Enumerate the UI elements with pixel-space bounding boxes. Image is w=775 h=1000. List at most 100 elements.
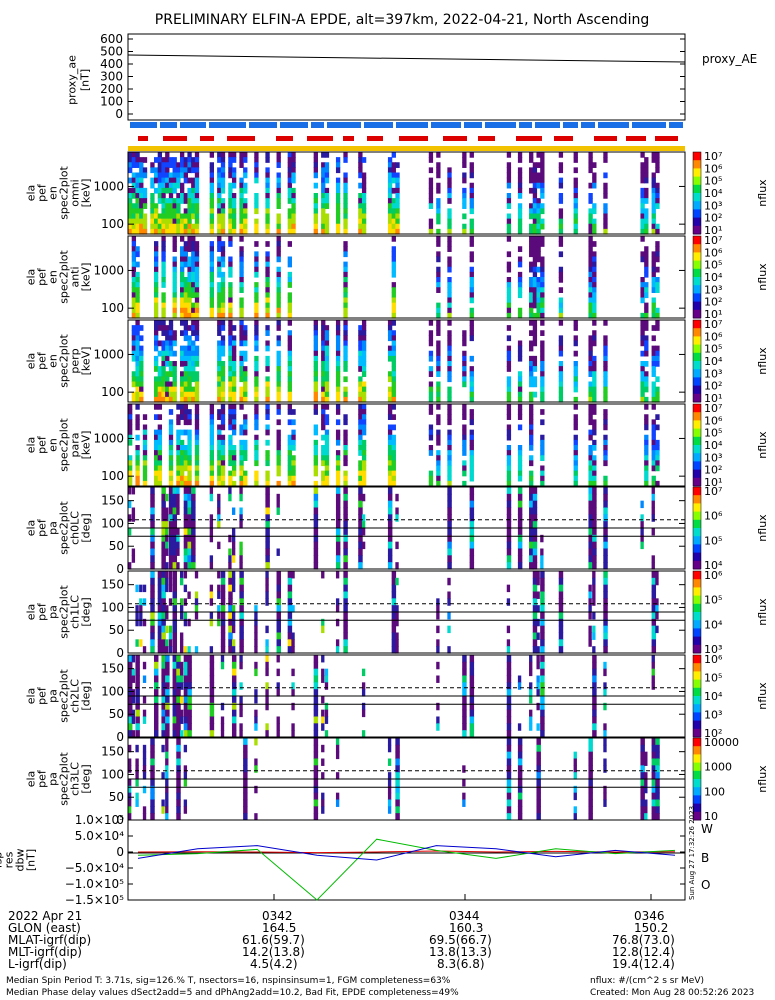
- colorbar-tick: 10⁶: [704, 414, 723, 427]
- spectrogram-cell: [172, 213, 177, 220]
- spectrogram-cell: [231, 335, 237, 342]
- pitch-cell: [640, 799, 645, 807]
- spectrogram-cell: [573, 223, 578, 230]
- spectrogram-cell: [321, 414, 326, 420]
- pitch-cell: [142, 709, 147, 718]
- pitch-ytick: 100: [101, 684, 124, 698]
- spectrogram-cell: [469, 297, 474, 304]
- pitch-cell: [532, 612, 538, 620]
- spectrogram-cell: [428, 429, 434, 436]
- spectrogram-cell: [187, 445, 192, 451]
- spectrogram-cell: [239, 236, 244, 242]
- spectrogram-cell: [462, 376, 467, 383]
- spectrogram-cell: [517, 213, 523, 220]
- spectrogram-cell: [592, 182, 597, 189]
- spectrogram-cell: [239, 277, 244, 283]
- pitch-cell: [276, 584, 281, 593]
- spectrogram-cell: [436, 450, 441, 456]
- spectrogram-cell: [573, 325, 578, 331]
- pitch-cell: [540, 682, 545, 690]
- spectrogram-cell: [194, 376, 200, 383]
- spectrogram-cell: [228, 302, 233, 309]
- spectrogram-cell: [161, 177, 166, 184]
- spectrogram-cell: [532, 355, 538, 362]
- spectrogram-cell: [183, 414, 189, 420]
- pitch-cell: [128, 792, 132, 801]
- proxy-ytick: 600: [100, 32, 123, 46]
- spectrogram-cell: [335, 193, 341, 199]
- spectrogram-cell: [131, 335, 137, 342]
- pitch-cell: [168, 639, 173, 647]
- spectrogram-cell: [592, 208, 597, 215]
- pitch-cell: [231, 584, 236, 593]
- spectrogram-cell: [139, 162, 144, 168]
- pitch-cell: [142, 661, 147, 670]
- spectrogram-cell: [343, 218, 348, 225]
- spectrogram-cell: [588, 414, 593, 420]
- spectrogram-cell: [436, 434, 441, 441]
- spectrogram-cell: [640, 193, 645, 199]
- pitch-cell: [395, 493, 399, 502]
- spectrogram-cell: [540, 302, 545, 309]
- spectrogram-cell: [187, 282, 192, 288]
- pitch-cell: [150, 605, 155, 613]
- spectrogram-cell: [165, 350, 170, 357]
- pitch-cell: [361, 521, 366, 529]
- spectrogram-cell: [391, 198, 396, 204]
- pitch-cell: [651, 514, 655, 522]
- pitch-cell: [172, 548, 178, 556]
- spectrogram-cell: [321, 345, 326, 352]
- spectrogram-cell: [428, 157, 434, 163]
- pitch-cell: [655, 751, 660, 760]
- spectrogram-cell: [220, 465, 226, 472]
- spectrogram-cell: [209, 439, 215, 446]
- spectrogram-cell: [517, 172, 523, 179]
- pitch-cell: [135, 772, 139, 780]
- spectrogram-cell: [179, 381, 185, 388]
- spectrogram-cell: [187, 312, 192, 319]
- spectrogram-cell: [506, 381, 512, 388]
- spectrogram-cell: [220, 277, 226, 283]
- spectrogram-cell: [243, 167, 248, 174]
- pitch-cell: [157, 584, 163, 593]
- spectrogram-cell: [536, 287, 541, 293]
- spectrogram-cell: [540, 381, 545, 388]
- spectrogram-cell: [165, 152, 170, 158]
- pitch-cell: [239, 555, 243, 563]
- spectrogram-cell: [655, 246, 660, 252]
- spectrogram-cell: [153, 218, 159, 225]
- spectrogram-cell: [603, 409, 608, 415]
- spectrogram-cell: [217, 414, 222, 420]
- spectrogram-cell: [194, 261, 200, 268]
- spectrogram-cell: [540, 172, 545, 179]
- spectrogram-cell: [194, 460, 200, 467]
- spectrogram-cell: [447, 475, 452, 482]
- pitch-cell: [529, 668, 533, 677]
- pitch-cell: [128, 813, 132, 821]
- spectrogram-cell: [172, 361, 177, 367]
- pitch-cell: [161, 493, 166, 502]
- spectrogram-cell: [447, 223, 452, 230]
- spectrogram-cell: [506, 213, 512, 220]
- epd-status-segment: [227, 136, 255, 141]
- spectrogram-cell: [343, 361, 348, 367]
- pitch-cell: [183, 655, 189, 663]
- pitch-cell: [588, 738, 593, 746]
- spectrogram-cell: [187, 277, 192, 283]
- spectrogram-cell: [529, 439, 534, 446]
- spectrogram-cell: [324, 475, 330, 482]
- pitch-cell: [228, 625, 233, 634]
- spectrogram-cell: [436, 213, 441, 220]
- spectrogram-cell: [588, 162, 593, 168]
- pitch-cell: [640, 792, 645, 801]
- spectrogram-cell: [265, 228, 270, 235]
- spectrogram-cell: [532, 271, 538, 278]
- spectrogram-cell: [391, 208, 396, 215]
- spectrogram-cell: [172, 340, 177, 347]
- spectrogram-cell: [558, 396, 564, 403]
- spectrogram-cell: [217, 193, 222, 199]
- spectrogram-cell: [573, 203, 578, 209]
- spectrogram-cell: [588, 455, 593, 461]
